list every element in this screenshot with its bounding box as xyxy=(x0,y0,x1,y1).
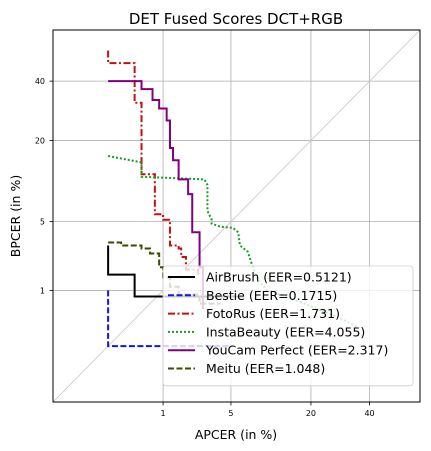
series-line xyxy=(108,80,204,310)
x-axis-label: APCER (in %) xyxy=(195,427,277,442)
y-tick-label: 5 xyxy=(40,218,45,227)
y-tick-label: 1 xyxy=(40,286,45,295)
legend-entry: InstaBeauty (EER=4.055) xyxy=(206,324,365,339)
y-tick-label: 20 xyxy=(35,137,45,146)
y-axis-label: BPCER (in %) xyxy=(8,175,23,257)
x-tick-label: 20 xyxy=(306,409,316,418)
legend: AirBrush (EER=0.5121) Bestie (EER=0.1715)… xyxy=(162,265,414,387)
axis-ticks: 1 5 20 40 1 5 20 40 xyxy=(35,77,375,418)
legend-box xyxy=(162,265,414,387)
legend-entry: Meitu (EER=1.048) xyxy=(206,361,325,376)
y-tick-label: 40 xyxy=(35,77,45,86)
series-line xyxy=(107,154,360,329)
plot-frame xyxy=(52,29,421,403)
legend-entry: YouCam Perfect (EER=2.317) xyxy=(205,343,388,358)
chart-title: DET Fused Scores DCT+RGB xyxy=(129,10,343,28)
legend-entry: Bestie (EER=0.1715) xyxy=(206,288,337,303)
x-tick-label: 40 xyxy=(364,409,374,418)
x-tick-label: 1 xyxy=(161,409,166,418)
x-tick-label: 5 xyxy=(228,409,233,418)
series-line xyxy=(107,50,199,275)
legend-entry: FotoRus (EER=1.731) xyxy=(206,306,340,321)
legend-entry: AirBrush (EER=0.5121) xyxy=(206,270,352,285)
series-line xyxy=(108,241,221,305)
chance-diagonal xyxy=(53,30,420,402)
